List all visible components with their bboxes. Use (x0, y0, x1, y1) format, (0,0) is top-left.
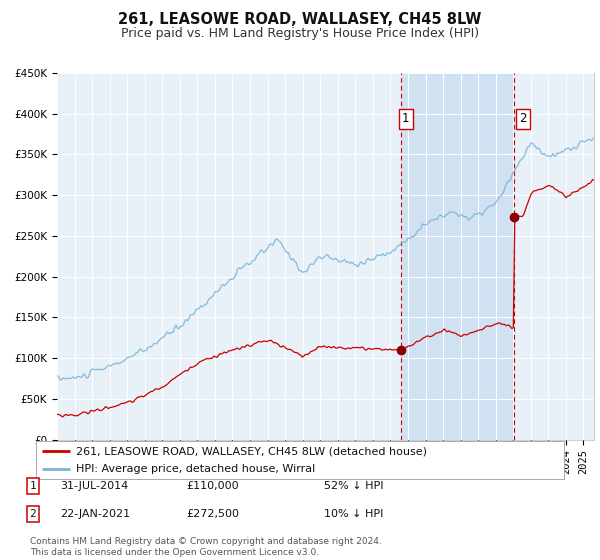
Text: 2: 2 (520, 112, 527, 125)
Text: 1: 1 (29, 481, 37, 491)
Text: 31-JUL-2014: 31-JUL-2014 (60, 481, 128, 491)
Text: 2: 2 (29, 509, 37, 519)
Text: 261, LEASOWE ROAD, WALLASEY, CH45 8LW (detached house): 261, LEASOWE ROAD, WALLASEY, CH45 8LW (d… (76, 446, 427, 456)
Text: 22-JAN-2021: 22-JAN-2021 (60, 509, 130, 519)
Text: 10% ↓ HPI: 10% ↓ HPI (324, 509, 383, 519)
Bar (401, 73, 514, 440)
Text: 261, LEASOWE ROAD, WALLASEY, CH45 8LW: 261, LEASOWE ROAD, WALLASEY, CH45 8LW (118, 12, 482, 27)
Text: £110,000: £110,000 (186, 481, 239, 491)
Text: 52% ↓ HPI: 52% ↓ HPI (324, 481, 383, 491)
Text: 1: 1 (402, 112, 410, 125)
Text: Price paid vs. HM Land Registry's House Price Index (HPI): Price paid vs. HM Land Registry's House … (121, 27, 479, 40)
Text: HPI: Average price, detached house, Wirral: HPI: Average price, detached house, Wirr… (76, 464, 315, 474)
Text: Contains HM Land Registry data © Crown copyright and database right 2024.
This d: Contains HM Land Registry data © Crown c… (30, 537, 382, 557)
Text: £272,500: £272,500 (186, 509, 239, 519)
